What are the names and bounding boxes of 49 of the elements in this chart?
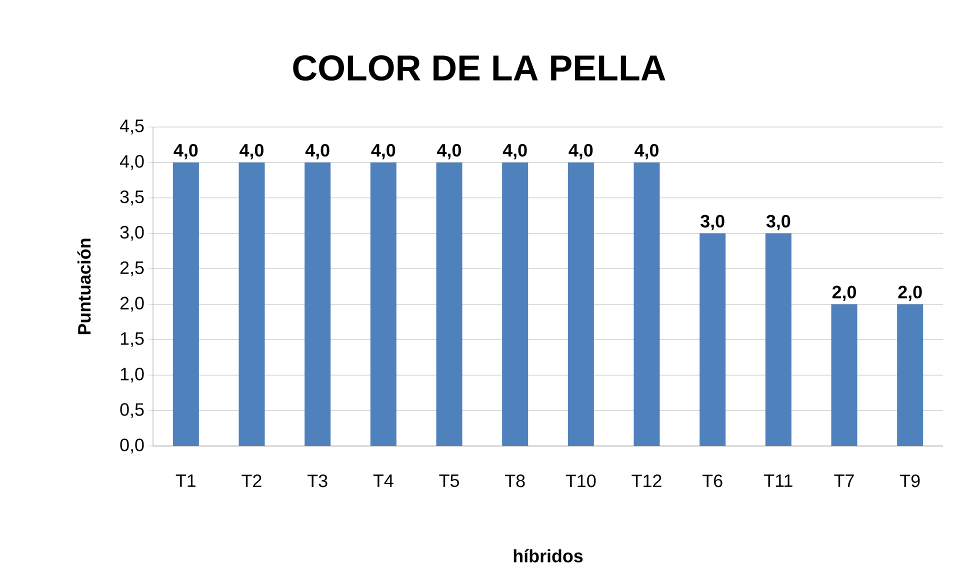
x-tick-label: T4 [373,474,394,487]
y-tick-label: 4,0 [120,155,144,170]
bar [436,162,462,446]
bar [831,304,858,446]
y-tick-label: 3,0 [120,226,144,241]
data-label: 4,0 [502,144,527,160]
x-tick-label: T6 [702,474,722,488]
x-tick-label: T12 [632,474,662,488]
bar [304,162,331,446]
chart-title: COLOR DE LA PELLA [293,55,666,81]
x-axis-title: híbridos [514,549,583,562]
data-label: 4,0 [568,144,593,160]
data-label: 2,0 [832,286,856,302]
data-label: 3,0 [766,214,790,230]
bar [634,162,660,446]
y-tick-label: 2,5 [120,261,144,276]
data-label: 4,0 [240,144,264,160]
bar [568,162,594,446]
y-tick-label: 2,0 [120,296,144,312]
y-tick-label: 0,5 [120,403,144,418]
bar [370,162,396,446]
x-tick-label: T8 [505,474,525,488]
bar [700,233,726,446]
x-tick-label: T1 [176,474,196,487]
y-axis-title: Puntuación [77,238,91,334]
x-tick-label: T9 [900,474,920,488]
data-label: 2,0 [898,286,922,302]
y-tick-label: 0,0 [120,438,144,454]
bar [238,162,265,446]
y-tick-label: 4,5 [120,120,144,134]
data-label: 4,0 [305,144,330,160]
data-label: 4,0 [371,144,396,160]
y-tick-label: 3,5 [120,190,144,206]
data-label: 3,0 [700,214,724,230]
x-tick-label: T10 [566,474,596,488]
x-tick-label: T5 [439,474,459,488]
x-tick-label: T11 [764,474,792,487]
x-tick-label: T3 [308,474,328,488]
bar [765,233,792,446]
bar [172,162,199,446]
data-label: 4,0 [174,144,198,160]
bar [897,304,924,446]
data-label: 4,0 [634,144,658,160]
x-tick-label: T2 [242,474,262,488]
data-label: 4,0 [437,144,461,160]
bar [502,162,528,446]
y-tick-label: 1,0 [120,368,144,383]
x-tick-label: T7 [834,474,854,487]
y-tick-label: 1,5 [120,332,144,347]
